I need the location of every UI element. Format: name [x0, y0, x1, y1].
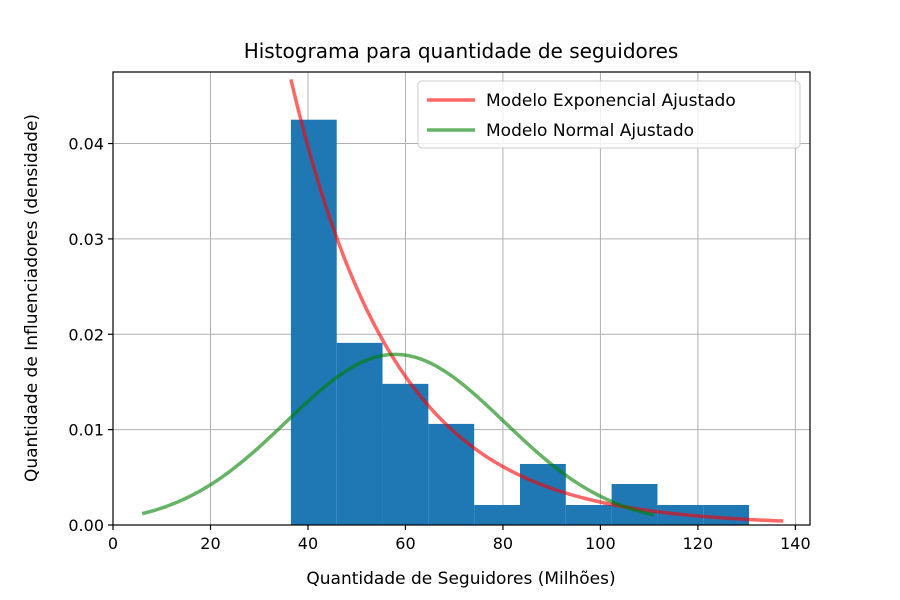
histogram-bars: [290, 119, 750, 526]
histogram-bar-0: [290, 119, 337, 526]
x-tick-label: 120: [683, 534, 714, 553]
legend: Modelo Exponencial Ajustado Modelo Norma…: [417, 80, 801, 149]
y-tick-label: 0.02: [68, 325, 104, 344]
y-tick-label: 0.03: [68, 230, 104, 249]
x-tick-label: 140: [780, 534, 811, 553]
histogram-bar-6: [565, 504, 612, 525]
x-tick-label: 60: [395, 534, 415, 553]
chart-title: Histograma para quantidade de seguidores: [244, 39, 679, 63]
curve-normal: [141, 352, 655, 517]
histogram-bar-1: [336, 342, 383, 525]
plot-frame: [112, 71, 811, 526]
curve-exponential: [289, 78, 784, 523]
y-tick-label: 0.00: [68, 516, 104, 535]
histogram-bar-9: [703, 504, 750, 525]
x-tick-label: 20: [200, 534, 220, 553]
histogram-bar-3: [428, 423, 475, 525]
histogram-bar-5: [519, 463, 566, 525]
x-axis-ticks: 0 20 40 60 80 100 120 140: [108, 525, 811, 553]
histogram-bar-4: [474, 504, 520, 525]
histogram-bar-2: [382, 383, 429, 525]
y-axis-label: Quantidade de Influenciadores (densidade…: [22, 114, 42, 482]
x-tick-label: 100: [585, 534, 616, 553]
fitted-curves: [141, 78, 784, 523]
legend-label-exponential: Modelo Exponencial Ajustado: [486, 91, 736, 111]
x-tick-label: 40: [298, 534, 318, 553]
legend-label-normal: Modelo Normal Ajustado: [486, 121, 694, 141]
x-tick-label: 0: [108, 534, 118, 553]
y-tick-label: 0.04: [68, 135, 104, 154]
legend-box: [417, 80, 801, 149]
x-axis-label: Quantidade de Seguidores (Milhões): [306, 569, 615, 589]
y-axis-ticks: 0.00 0.01 0.02 0.03 0.04: [68, 135, 113, 535]
x-tick-label: 80: [493, 534, 513, 553]
y-tick-label: 0.01: [68, 421, 104, 440]
